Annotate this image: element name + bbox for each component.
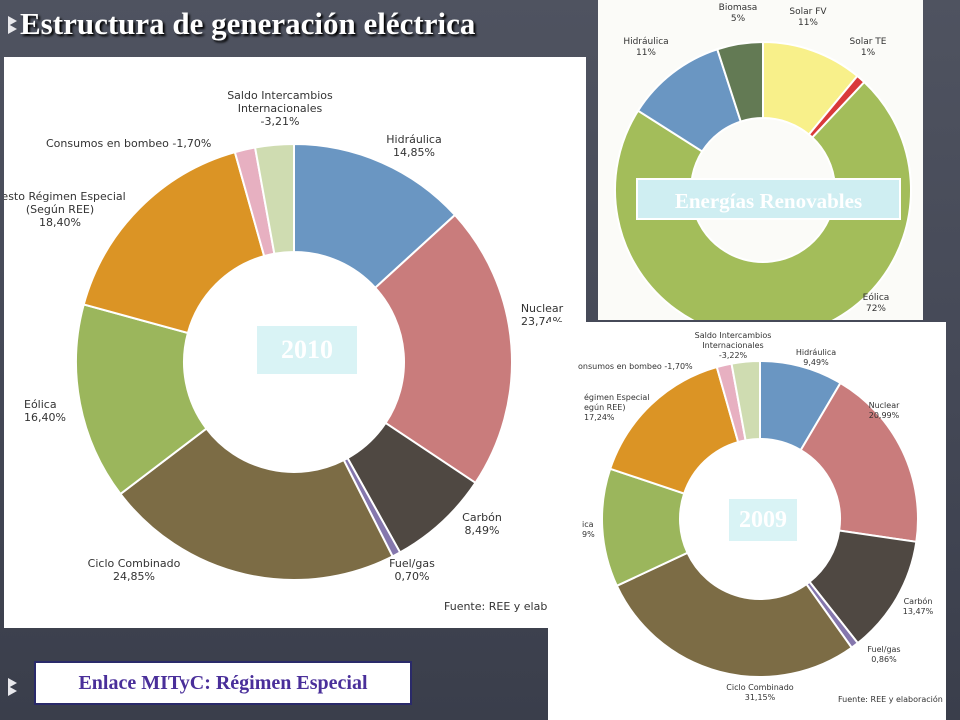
slice-saldo	[730, 359, 761, 442]
label-biomasa: Biomasa 5%	[719, 3, 758, 24]
slice-biomasa	[716, 40, 764, 123]
label-ciclo: Ciclo Combinado 24,85%	[88, 557, 181, 583]
label-hidraulica: Hidráulica 11%	[623, 37, 668, 58]
chart-panel-2010: Hidráulica 14,85% Nuclear 23,74% Carbón 8,49%…	[4, 57, 586, 628]
label-carbon: Carbón 13,47%	[903, 596, 934, 616]
label-ciclo: Ciclo Combinado 31,15%	[726, 683, 793, 702]
label-bombeo: Consumos en bombeo -1,70%	[46, 137, 211, 150]
label-hidraulica: Hidráulica 14,85%	[386, 133, 441, 159]
mityc-link-button[interactable]: Enlace MITyC: Régimen Especial	[34, 661, 412, 705]
slice-resto	[608, 365, 740, 495]
donut-chart-2009: Hidráulica 9,49% Nuclear 20,99% Carbón 13,47%…	[578, 331, 943, 704]
label-solar_fv: Solar FV 11%	[789, 7, 827, 28]
slice-renov_eolica	[614, 80, 912, 320]
label-eolica: Eólica 16,40%	[24, 398, 66, 424]
slice-nuclear	[799, 381, 919, 543]
label-eolica: ica 9%	[582, 520, 595, 539]
renewables-badge: Energías Renovables	[636, 178, 901, 220]
label-resto: égimen Especial egún REE) 17,24%	[584, 392, 650, 422]
label-nuclear: Nuclear 20,99%	[869, 401, 901, 420]
slice-ciclo	[615, 551, 854, 678]
label-carbon: Carbón 8,49%	[462, 511, 502, 537]
slice-saldo	[253, 142, 295, 255]
label-saldo: Saldo Intercambios Internacionales -3,21%	[227, 89, 333, 128]
source-note: Fuente: REE y elaborac	[444, 600, 571, 613]
donut-chart-2010: Hidráulica 14,85%Nuclear 23,74%Carbón 8,49%…	[4, 89, 571, 613]
slice-nuclear	[373, 213, 513, 485]
bullet-arrow-icon	[8, 24, 17, 34]
label-resto: Resto Régimen Especial (Según REE) 18,40%	[4, 190, 126, 229]
label-bombeo: onsumos en bombeo -1,70%	[578, 362, 693, 371]
slice-ciclo	[119, 427, 394, 581]
bullet-arrow-icon	[8, 16, 17, 26]
year-badge-2010: 2010	[257, 326, 357, 374]
label-renov_eolica: Eólica 72%	[863, 292, 890, 314]
donut-chart-renewables: Solar FV 11% Solar TE 1% Eólica 72% Hidráulica…	[614, 3, 912, 320]
slice-resto	[82, 150, 266, 335]
bullet-arrow-icon	[8, 678, 17, 688]
label-saldo: Saldo Intercambios Internacionales -3,22%	[695, 331, 772, 360]
label-fuelgas: Fuel/gas 0,86%	[867, 645, 900, 664]
label-solar_te: Solar TE 1%	[850, 37, 887, 58]
year-badge-2009: 2009	[729, 499, 797, 541]
source-note: Fuente: REE y elaboración	[838, 694, 943, 704]
label-hidraulica: Hidráulica 9,49%	[796, 348, 836, 367]
slice-eolica	[75, 303, 208, 496]
chart-panel-renewables: Solar FV 11% Solar TE 1% Eólica 72% Hidráulica…	[598, 0, 923, 320]
slide-title: Estructura de generación eléctrica	[20, 6, 476, 41]
label-fuelgas: Fuel/gas 0,70%	[389, 557, 435, 583]
bullet-arrow-icon	[8, 686, 17, 696]
